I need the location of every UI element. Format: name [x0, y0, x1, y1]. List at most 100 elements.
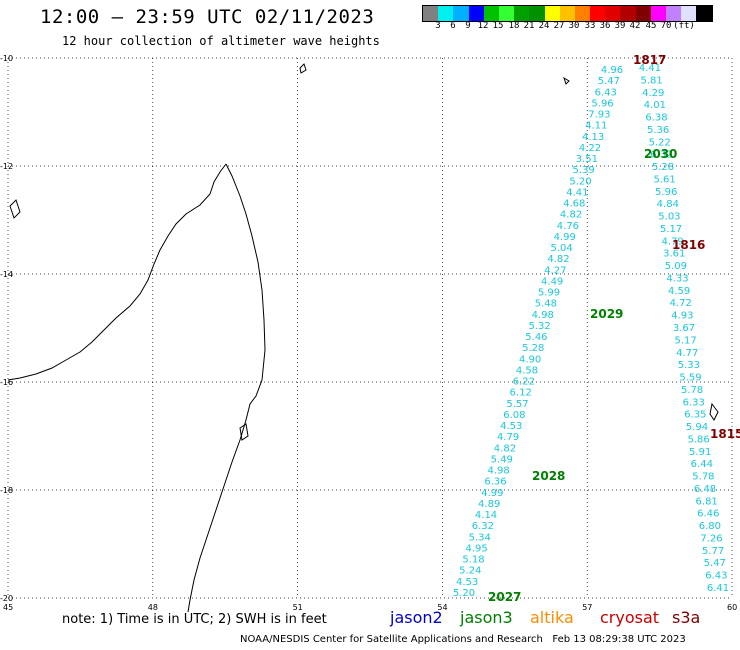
swh-value-label: 6.81 [696, 496, 718, 507]
swh-value-label: 5.81 [640, 75, 662, 86]
swh-value-label: 5.28 [652, 162, 674, 173]
swh-value-label: 4.99 [481, 488, 503, 499]
swh-value-label: 6.44 [691, 459, 713, 470]
swh-value-label: 6.41 [707, 583, 729, 594]
swh-value-label: 5.78 [692, 472, 714, 483]
swh-value-label: 6.80 [699, 521, 721, 532]
lon-axis-label: 48 [148, 603, 158, 612]
colorbar-label: 45 [645, 21, 657, 31]
swh-value-label: 5.17 [674, 335, 696, 346]
colorbar-swatch [498, 6, 515, 21]
swh-value-label: 5.33 [678, 360, 700, 371]
swh-value-label: 7.93 [588, 110, 610, 121]
swh-value-label: 4.90 [519, 354, 541, 365]
swh-value-label: 5.91 [689, 447, 711, 458]
swh-value-label: 3.67 [673, 323, 695, 334]
track-id-label: 1815 [710, 427, 740, 441]
swh-value-label: 5.96 [655, 187, 677, 198]
swh-value-label: 4.96 [601, 65, 623, 76]
swh-value-label: 7.26 [700, 533, 722, 544]
lon-axis-label: 51 [293, 603, 303, 612]
colorbar-swatch [423, 6, 439, 21]
madagascar-coastline [7, 163, 266, 613]
colorbar-label: 70 [660, 21, 672, 31]
colorbar-label: 21 [523, 21, 535, 31]
island-outline [299, 63, 307, 74]
colorbar-swatch [620, 6, 636, 21]
swh-value-label: 4.41 [639, 63, 661, 74]
swh-value-label: 4.76 [557, 221, 579, 232]
lat-axis-label: -10 [0, 54, 13, 63]
colorbar-swatch [559, 6, 575, 21]
swh-value-label: 5.77 [702, 546, 724, 557]
swh-value-label: 5.86 [687, 434, 709, 445]
swh-value-label: 5.94 [686, 422, 708, 433]
swh-value-label: 5.17 [660, 224, 682, 235]
swh-value-label: 3.51 [576, 154, 598, 165]
swh-value-label: 4.59 [668, 286, 690, 297]
swh-value-label: 6.32 [472, 521, 494, 532]
lon-axis-label: 60 [727, 603, 737, 612]
lon-axis-label: 54 [437, 603, 447, 612]
wave-height-colorbar [422, 5, 713, 22]
swh-value-label: 4.58 [516, 365, 538, 376]
track-id-label: 2028 [532, 469, 565, 483]
swh-value-label: 5.09 [665, 261, 687, 272]
swh-value-label: 5.34 [469, 532, 491, 543]
swh-value-label: 4.95 [465, 543, 487, 554]
lat-axis-label: -14 [0, 270, 13, 279]
swh-value-label: 5.18 [462, 555, 484, 566]
legend-item-jason3: jason3 [460, 608, 513, 627]
swh-value-label: 4.89 [478, 499, 500, 510]
track-id-label: 2027 [488, 590, 521, 604]
lat-axis-label: -16 [0, 378, 13, 387]
lat-axis-label: -12 [0, 162, 13, 171]
title: 12:00 – 23:59 UTC 02/11/2023 [40, 6, 375, 28]
swh-value-label: 5.48 [535, 299, 557, 310]
lat-axis-label: -20 [0, 594, 13, 603]
swh-value-label: 3.61 [663, 249, 685, 260]
swh-value-label: 5.57 [506, 399, 528, 410]
swh-value-label: 5.22 [649, 137, 671, 148]
colorbar-label: 42 [629, 21, 641, 31]
swh-value-label: 5.47 [704, 558, 726, 569]
swh-value-label: 6.43 [705, 571, 727, 582]
legend-item-s3a: s3a [672, 608, 701, 627]
swh-value-label: 6.33 [683, 397, 705, 408]
track-id-label: 2029 [590, 307, 623, 321]
swh-value-label: 6.12 [510, 388, 532, 399]
swh-value-label: 4.93 [671, 311, 693, 322]
colorbar-swatch [666, 6, 682, 21]
colorbar-swatch [544, 6, 560, 21]
colorbar-label: 6 [450, 21, 456, 31]
island-outline [709, 402, 719, 421]
colorbar-label: 15 [492, 21, 504, 31]
swh-value-label: 5.99 [538, 288, 560, 299]
swh-value-label: 4.27 [544, 265, 566, 276]
colorbar-label: 3 [435, 21, 441, 31]
swh-value-label: 5.96 [591, 98, 613, 109]
swh-value-label: 5.46 [525, 332, 547, 343]
swh-value-label: 4.53 [500, 421, 522, 432]
swh-value-label: 5.39 [573, 165, 595, 176]
colorbar-swatch [696, 6, 712, 21]
swh-value-label: 6.22 [513, 377, 535, 388]
colorbar-swatch [514, 6, 530, 21]
swh-value-label: 4.22 [579, 143, 601, 154]
swh-value-label: 5.47 [598, 76, 620, 87]
island-outline [9, 199, 21, 219]
colorbar-swatch [590, 6, 606, 21]
swh-value-label: 4.82 [494, 443, 516, 454]
swh-value-label: 4.13 [582, 132, 604, 143]
lat-axis-label: -18 [0, 486, 13, 495]
swh-value-label: 6.35 [684, 410, 706, 421]
swh-value-label: 4.14 [475, 510, 497, 521]
swh-value-label: 6.43 [595, 87, 617, 98]
track-id-label: 1817 [633, 53, 666, 67]
colorbar-label: 36 [599, 21, 611, 31]
swh-value-label: 4.72 [670, 298, 692, 309]
swh-value-label: 5.32 [528, 321, 550, 332]
swh-value-label: 5.49 [491, 454, 513, 465]
swh-value-label: 4.77 [676, 348, 698, 359]
